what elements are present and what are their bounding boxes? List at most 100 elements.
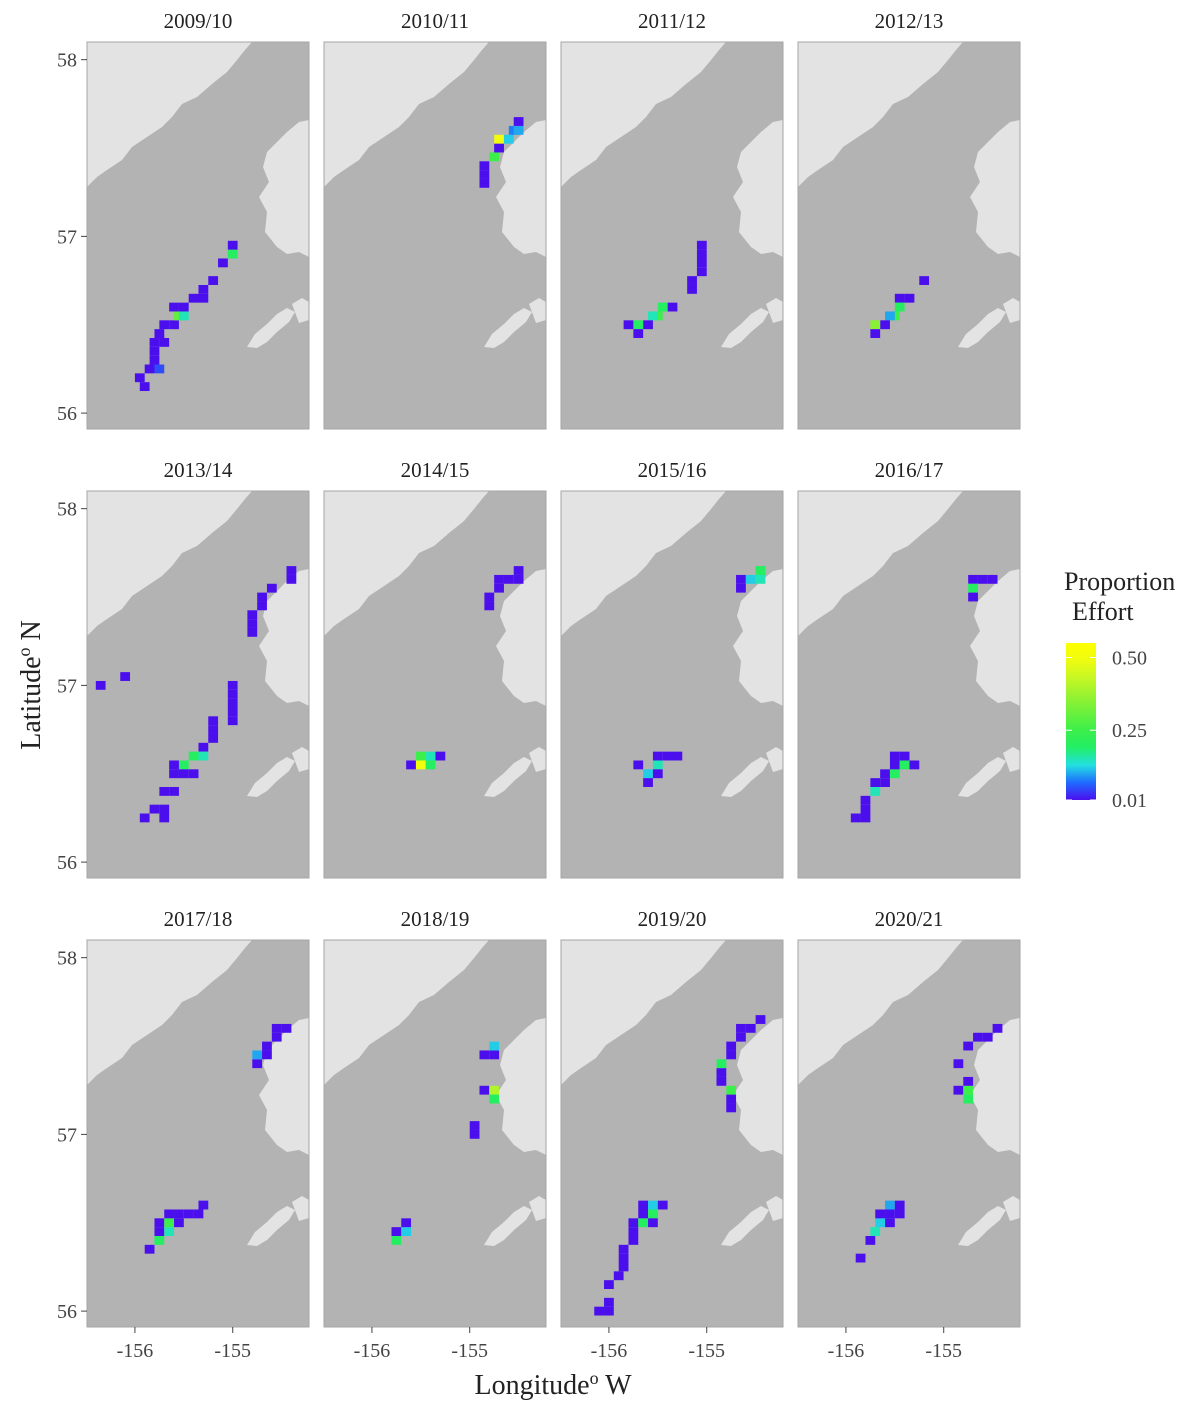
effort-tile xyxy=(489,1094,500,1104)
effort-tile xyxy=(633,329,644,338)
effort-tile xyxy=(227,240,238,250)
effort-tile xyxy=(870,1227,881,1236)
effort-tile xyxy=(286,574,297,584)
effort-tile xyxy=(425,760,436,770)
effort-tile xyxy=(613,1271,624,1281)
effort-tile xyxy=(154,1235,165,1245)
panel-border xyxy=(323,939,547,1328)
effort-tile xyxy=(208,716,219,726)
effort-tile xyxy=(880,320,890,330)
panel-border xyxy=(560,41,784,430)
effort-tile xyxy=(755,1015,766,1024)
effort-tile xyxy=(479,1050,490,1060)
effort-tile xyxy=(391,1235,402,1245)
effort-tile xyxy=(885,1209,895,1219)
effort-tile xyxy=(159,337,170,347)
y-tick-label: 57 xyxy=(57,1124,77,1146)
effort-tile xyxy=(484,592,495,602)
effort-tile xyxy=(885,1218,895,1228)
effort-tile xyxy=(149,346,160,356)
effort-tile xyxy=(262,1050,272,1060)
facet-title: 2017/18 xyxy=(164,907,233,931)
x-tick-label: -155 xyxy=(688,1340,725,1362)
effort-tile xyxy=(726,1103,737,1113)
effort-tile xyxy=(513,574,524,584)
effort-tile xyxy=(188,769,199,779)
effort-tile xyxy=(618,1244,629,1254)
effort-tile xyxy=(894,1209,905,1219)
legend-tick-label: 0.01 xyxy=(1112,790,1147,812)
effort-tile xyxy=(503,134,514,144)
y-tick-label: 58 xyxy=(57,50,77,72)
effort-tile xyxy=(489,1085,500,1095)
effort-tile xyxy=(262,1041,272,1051)
x-tick-label: -155 xyxy=(214,1340,251,1362)
effort-tile xyxy=(875,1209,886,1219)
effort-tile xyxy=(648,1209,658,1219)
facet-title: 2018/19 xyxy=(401,907,470,931)
effort-tile xyxy=(227,689,238,699)
effort-tile xyxy=(880,778,890,787)
x-tick-label: -156 xyxy=(591,1340,628,1362)
effort-tile xyxy=(435,751,446,761)
y-tick-label: 58 xyxy=(57,499,77,521)
effort-tile xyxy=(657,1200,668,1210)
y-tick-label: 57 xyxy=(57,675,77,697)
facet-title: 2011/12 xyxy=(638,9,706,33)
effort-tile xyxy=(633,760,644,770)
facet-title: 2009/10 xyxy=(164,9,233,33)
effort-tile xyxy=(198,1200,209,1210)
effort-tile xyxy=(643,778,653,787)
effort-tile xyxy=(227,716,238,726)
effort-tile xyxy=(169,320,179,330)
facet-title: 2020/21 xyxy=(875,907,944,931)
effort-tile xyxy=(919,276,930,285)
effort-tile xyxy=(479,161,490,171)
effort-tile xyxy=(755,574,766,584)
effort-tile xyxy=(169,769,179,779)
effort-tile xyxy=(149,337,160,347)
effort-tile xyxy=(406,760,416,770)
effort-tile xyxy=(889,769,900,779)
colorbar xyxy=(1066,643,1096,800)
effort-tile xyxy=(977,574,988,584)
effort-tile xyxy=(169,760,179,770)
effort-tile xyxy=(870,320,881,330)
x-tick-label: -155 xyxy=(451,1340,488,1362)
effort-tile xyxy=(469,1121,480,1130)
effort-tile xyxy=(154,1218,165,1228)
effort-tile xyxy=(149,804,160,814)
effort-tile xyxy=(198,284,209,294)
legend-title: Effort xyxy=(1072,597,1134,626)
effort-tile xyxy=(95,680,106,690)
effort-tile xyxy=(271,1032,282,1042)
effort-tile xyxy=(623,320,634,330)
effort-tile xyxy=(174,1209,184,1219)
effort-tile xyxy=(401,1227,412,1236)
effort-tile xyxy=(648,1200,658,1210)
effort-tile xyxy=(885,1200,895,1210)
effort-tile xyxy=(652,769,663,779)
panel-border xyxy=(86,41,310,430)
effort-tile xyxy=(144,1244,155,1254)
panel-border xyxy=(86,490,310,879)
effort-tile xyxy=(638,1218,649,1228)
effort-tile xyxy=(415,760,426,770)
effort-tile xyxy=(513,566,524,575)
effort-tile xyxy=(726,1050,737,1060)
effort-tile xyxy=(968,583,978,593)
effort-tile xyxy=(870,329,881,338)
effort-tile xyxy=(696,240,707,250)
effort-tile xyxy=(899,751,910,761)
legend-tick-label: 0.25 xyxy=(1112,720,1147,742)
effort-tile xyxy=(968,592,978,602)
effort-tile xyxy=(479,178,490,188)
effort-tile xyxy=(652,751,663,761)
facet-title: 2010/11 xyxy=(401,9,469,33)
y-tick-label: 56 xyxy=(57,403,77,425)
facet-title: 2016/17 xyxy=(875,458,944,482)
effort-tile xyxy=(159,804,170,814)
effort-tile xyxy=(894,1200,905,1210)
effort-tile xyxy=(425,751,436,761)
effort-tile xyxy=(716,1068,727,1077)
